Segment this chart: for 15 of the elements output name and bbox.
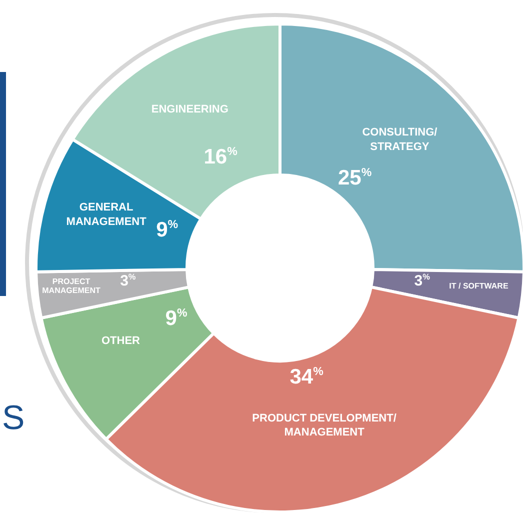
- data-label: 25$^{%}$: [338, 166, 372, 190]
- slice-label: ENGINEERING: [151, 104, 228, 116]
- text: S: [2, 398, 25, 437]
- slice-label: PROJECT MANAGEMENT: [42, 277, 100, 295]
- slice-label: GENERAL MANAGEMENT: [66, 202, 147, 228]
- slice-label: OTHER: [101, 335, 140, 348]
- data-label: 9$^{%}$: [165, 307, 188, 330]
- data-label: 3$^{%}$: [414, 272, 431, 290]
- data-label: 16$^{%}$: [204, 146, 238, 169]
- data-label: 9$^{%}$: [156, 218, 178, 242]
- slice-label: IT / SOFTWARE: [449, 282, 509, 291]
- data-label: 3$^{%}$: [120, 272, 136, 290]
- data-label: 34$^{%}$: [290, 366, 324, 389]
- slice-label: PRODUCT DEVELOPMENT/MANAGEMENT: [252, 412, 396, 439]
- slice-label: CONSULTING/STRATEGY: [362, 126, 438, 154]
